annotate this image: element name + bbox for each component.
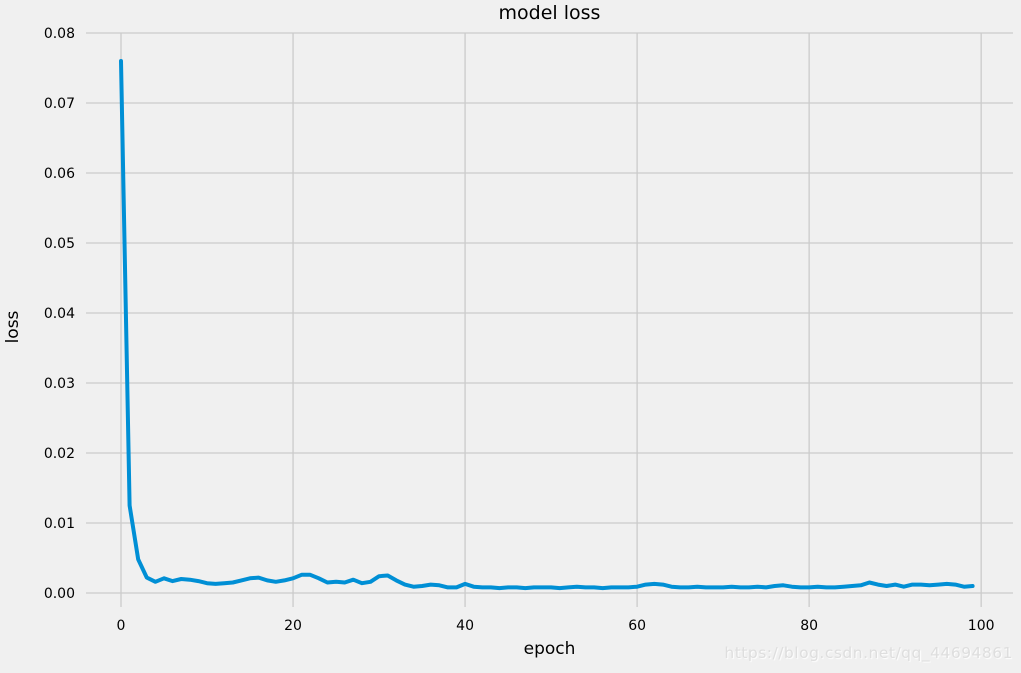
y-tick-label: 0.04 [44, 306, 75, 322]
y-tick-label: 0.06 [44, 166, 75, 182]
y-tick-label: 0.07 [44, 96, 75, 112]
x-tick-label: 20 [284, 618, 302, 634]
y-tick-label: 0.03 [44, 376, 75, 392]
x-tick-label: 40 [456, 618, 474, 634]
x-tick-label: 100 [968, 618, 995, 634]
x-tick-label: 80 [800, 618, 818, 634]
loss-series-line [119, 59, 975, 591]
y-tick-label: 0.01 [44, 516, 75, 532]
y-tick-label: 0.08 [44, 26, 75, 42]
x-tick-label: 0 [117, 618, 126, 634]
y-tick-label: 0.00 [44, 586, 75, 602]
chart-title: model loss [498, 2, 601, 24]
x-axis-label: epoch [523, 639, 576, 659]
csdn-watermark: https://blog.csdn.net/qq_44694861 [724, 644, 1013, 662]
x-tick-label: 60 [628, 618, 646, 634]
y-tick-label: 0.05 [44, 236, 75, 252]
y-axis-label: loss [3, 310, 23, 344]
y-tick-label: 0.02 [44, 446, 75, 462]
